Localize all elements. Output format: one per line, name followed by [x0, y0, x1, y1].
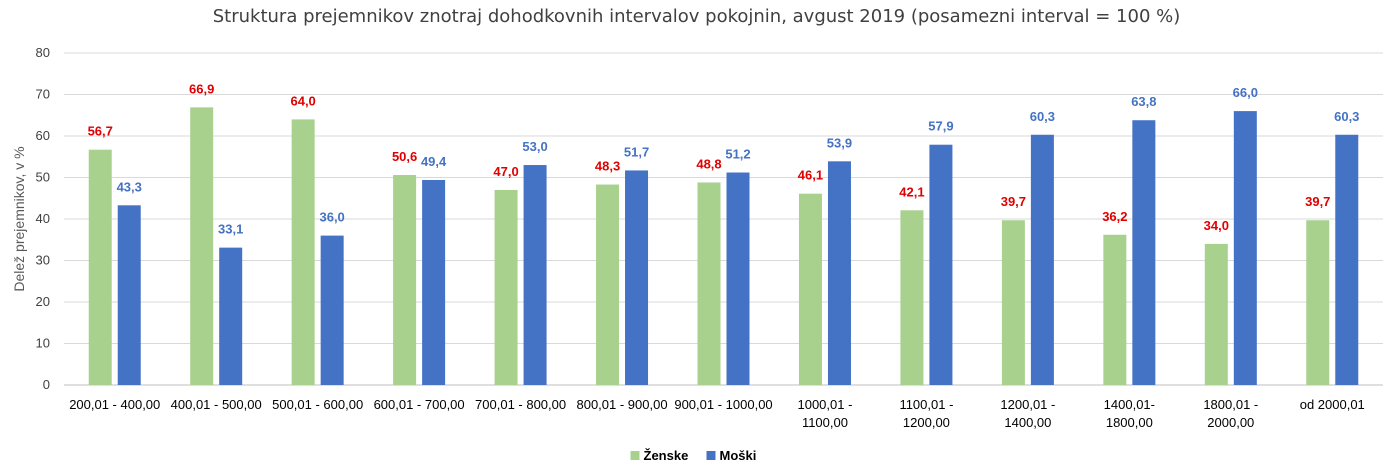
bar-moski — [726, 172, 750, 385]
data-label: 42,1 — [899, 184, 924, 199]
data-label: 36,0 — [319, 210, 344, 225]
data-label: 33,1 — [218, 222, 243, 237]
bar-zenske — [1001, 220, 1025, 385]
data-label: 39,7 — [1305, 194, 1330, 209]
bar-moski — [1233, 111, 1257, 385]
data-label: 46,1 — [798, 168, 823, 183]
bar-zenske — [1103, 234, 1127, 385]
data-label: 60,3 — [1334, 109, 1359, 124]
y-tick-label: 80 — [36, 45, 50, 60]
bar-zenske — [494, 189, 518, 385]
data-label: 53,9 — [827, 135, 852, 150]
x-tick-label: 2000,00 — [1207, 415, 1254, 430]
data-label: 66,0 — [1233, 85, 1258, 100]
data-label: 39,7 — [1001, 194, 1026, 209]
y-tick-label: 70 — [36, 87, 50, 102]
bar-zenske — [190, 107, 214, 386]
bar-zenske — [697, 182, 721, 385]
x-tick-label: 600,01 - 700,00 — [374, 397, 465, 412]
data-label: 36,2 — [1102, 209, 1127, 224]
x-tick-label: 1800,01 - — [1203, 397, 1258, 412]
bar-moski — [625, 170, 649, 385]
bar-moski — [523, 165, 547, 385]
y-tick-label: 30 — [36, 253, 50, 268]
y-tick-label: 10 — [36, 336, 50, 351]
bar-moski — [1335, 134, 1359, 385]
legend-swatch — [630, 451, 640, 460]
chart-title: Struktura prejemnikov znotraj dohodkovni… — [212, 6, 1181, 27]
bar-zenske — [393, 175, 417, 385]
data-label: 51,2 — [725, 147, 750, 162]
bar-moski — [1030, 134, 1054, 385]
x-tick-label: 500,01 - 600,00 — [272, 397, 363, 412]
x-tick-label: 1100,00 — [802, 415, 848, 430]
legend-label: Moški — [720, 448, 757, 463]
x-tick-label: 1800,00 — [1106, 415, 1153, 430]
bar-moski — [929, 144, 953, 385]
x-tick-label: 400,01 - 500,00 — [171, 397, 262, 412]
x-tick-label: 1000,01 - — [797, 397, 852, 412]
legend-label: Ženske — [644, 448, 689, 463]
data-label: 49,4 — [421, 154, 447, 169]
x-tick-label: 1200,00 — [903, 415, 950, 430]
data-label: 57,9 — [928, 119, 953, 134]
data-label: 63,8 — [1131, 94, 1156, 109]
bar-zenske — [291, 119, 315, 386]
bar-zenske — [1204, 243, 1228, 385]
x-tick-label: 200,01 - 400,00 — [69, 397, 160, 412]
bar-zenske — [88, 149, 112, 385]
bar-moski — [117, 205, 141, 385]
bar-zenske — [798, 193, 822, 385]
legend-swatch — [706, 451, 716, 460]
x-tick-label: 800,01 - 900,00 — [576, 397, 667, 412]
bar-zenske — [1306, 220, 1330, 385]
data-label: 48,3 — [595, 159, 620, 174]
data-label: 66,9 — [189, 81, 214, 96]
bar-zenske — [596, 184, 620, 385]
data-label: 60,3 — [1030, 109, 1055, 124]
bar-moski — [422, 179, 446, 385]
data-label: 53,0 — [522, 139, 547, 154]
x-tick-label: 1400,00 — [1004, 415, 1051, 430]
y-tick-label: 20 — [36, 294, 50, 309]
bar-moski — [219, 247, 243, 385]
bar-zenske — [900, 210, 924, 385]
y-axis-label: Delež prejemnikov, v % — [11, 146, 27, 291]
data-label: 48,8 — [696, 156, 721, 171]
data-label: 47,0 — [493, 164, 518, 179]
x-tick-label: 1200,01 - — [1000, 397, 1055, 412]
y-tick-label: 60 — [36, 128, 50, 143]
y-tick-label: 50 — [36, 170, 50, 185]
data-label: 51,7 — [624, 144, 649, 159]
x-tick-label: 900,01 - 1000,00 — [674, 397, 772, 412]
x-tick-label: 1100,01 - — [899, 397, 953, 412]
x-tick-label: 1400,01- — [1104, 397, 1155, 412]
data-label: 56,7 — [88, 124, 113, 139]
y-tick-label: 0 — [43, 377, 50, 392]
bar-moski — [1132, 120, 1156, 385]
data-label: 50,6 — [392, 149, 417, 164]
data-label: 34,0 — [1204, 218, 1229, 233]
bar-moski — [827, 161, 851, 385]
data-label: 43,3 — [117, 179, 142, 194]
data-label: 64,0 — [290, 93, 315, 108]
y-tick-label: 40 — [36, 211, 50, 226]
bar-moski — [320, 235, 344, 385]
x-tick-label: od 2000,01 — [1300, 397, 1365, 412]
x-tick-label: 700,01 - 800,00 — [475, 397, 566, 412]
